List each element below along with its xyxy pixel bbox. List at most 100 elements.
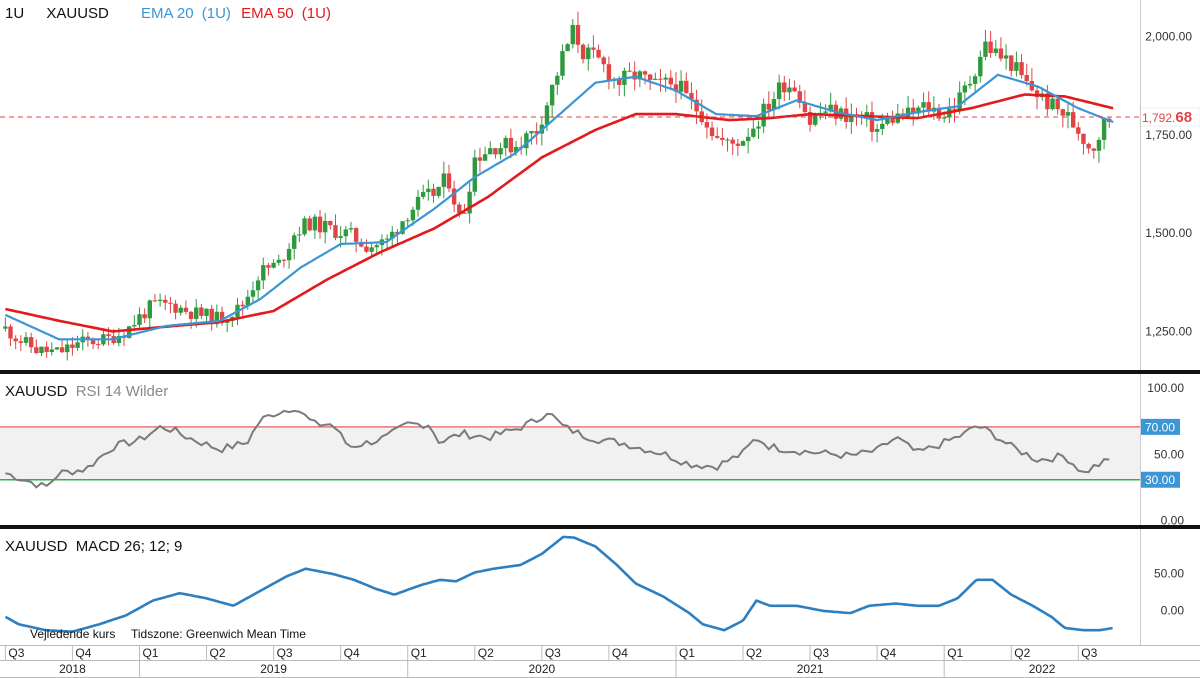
- candle[interactable]: [451, 180, 457, 213]
- candle[interactable]: [560, 44, 565, 80]
- candle[interactable]: [787, 78, 792, 101]
- candle[interactable]: [54, 346, 60, 351]
- candle[interactable]: [1034, 85, 1040, 110]
- candle[interactable]: [1096, 137, 1102, 163]
- candle[interactable]: [503, 135, 508, 157]
- candle[interactable]: [126, 325, 132, 339]
- candle[interactable]: [689, 82, 694, 110]
- candle[interactable]: [972, 73, 978, 93]
- candle[interactable]: [555, 71, 560, 95]
- candle[interactable]: [173, 299, 178, 320]
- candle[interactable]: [39, 346, 44, 357]
- candle[interactable]: [65, 338, 70, 361]
- candle[interactable]: [756, 120, 761, 140]
- candle[interactable]: [400, 221, 405, 235]
- candle[interactable]: [23, 332, 29, 346]
- candle[interactable]: [28, 332, 34, 353]
- candle[interactable]: [1081, 133, 1086, 155]
- candle[interactable]: [673, 72, 679, 103]
- candle[interactable]: [668, 70, 673, 91]
- candle[interactable]: [993, 39, 998, 56]
- candle[interactable]: [477, 147, 483, 173]
- candle[interactable]: [1019, 54, 1024, 79]
- candle[interactable]: [18, 335, 24, 352]
- candle[interactable]: [740, 140, 746, 147]
- candle[interactable]: [730, 136, 735, 155]
- candle[interactable]: [482, 146, 488, 161]
- candle[interactable]: [1091, 148, 1096, 159]
- macd-indicator-label[interactable]: MACD 26; 12; 9: [75, 538, 183, 555]
- candle[interactable]: [1076, 122, 1081, 141]
- candle[interactable]: [488, 141, 493, 155]
- candle[interactable]: [745, 128, 751, 154]
- candle[interactable]: [983, 29, 988, 61]
- candle[interactable]: [312, 213, 318, 239]
- candle[interactable]: [317, 209, 323, 239]
- candle[interactable]: [596, 44, 601, 59]
- rsi-symbol-label[interactable]: XAUUSD: [5, 383, 68, 400]
- candle[interactable]: [936, 103, 942, 122]
- candle[interactable]: [658, 68, 663, 92]
- candle[interactable]: [1003, 44, 1009, 70]
- candle[interactable]: [3, 317, 8, 332]
- candle[interactable]: [369, 241, 374, 258]
- candle[interactable]: [415, 189, 421, 217]
- candle[interactable]: [302, 216, 307, 237]
- candle[interactable]: [622, 67, 627, 97]
- candle[interactable]: [575, 11, 581, 54]
- candle[interactable]: [214, 304, 220, 328]
- candle[interactable]: [725, 137, 730, 152]
- candle[interactable]: [142, 308, 147, 323]
- candle[interactable]: [565, 43, 570, 52]
- candle[interactable]: [286, 243, 292, 269]
- candle[interactable]: [59, 338, 65, 353]
- candle[interactable]: [498, 142, 503, 160]
- candle[interactable]: [209, 304, 214, 331]
- candle[interactable]: [426, 179, 431, 201]
- candle[interactable]: [8, 324, 13, 347]
- candle[interactable]: [168, 296, 173, 314]
- candle[interactable]: [101, 330, 106, 347]
- candle[interactable]: [591, 35, 596, 59]
- rsi-line[interactable]: [5, 409, 1110, 489]
- price-pane[interactable]: 1,250.00 1,500.00 1,750.00 2,000.00 1,792.68: [0, 11, 1200, 361]
- candle[interactable]: [978, 50, 983, 83]
- candle[interactable]: [735, 139, 741, 156]
- candle[interactable]: [751, 119, 756, 139]
- candle[interactable]: [250, 281, 256, 303]
- candle[interactable]: [328, 220, 333, 230]
- candle[interactable]: [1024, 63, 1029, 86]
- ema20-line[interactable]: [4, 73, 1114, 341]
- candle[interactable]: [766, 91, 772, 119]
- candle[interactable]: [998, 37, 1004, 62]
- rsi-pane[interactable]: 0.00 50.00 100.00 70.00 30.00: [0, 381, 1184, 527]
- candle[interactable]: [957, 81, 962, 115]
- candle[interactable]: [493, 147, 498, 159]
- ema50-legend-label[interactable]: EMA 50: [241, 5, 294, 22]
- candle[interactable]: [96, 340, 101, 350]
- candle[interactable]: [761, 98, 766, 134]
- candle[interactable]: [467, 182, 472, 224]
- candle[interactable]: [348, 221, 354, 233]
- candle[interactable]: [606, 56, 612, 90]
- candle[interactable]: [178, 304, 183, 316]
- candle[interactable]: [322, 212, 328, 244]
- candle[interactable]: [967, 75, 973, 89]
- candle[interactable]: [771, 91, 777, 118]
- candle[interactable]: [1045, 85, 1050, 117]
- candle[interactable]: [586, 43, 591, 71]
- candle[interactable]: [570, 19, 575, 49]
- symbol-label[interactable]: XAUUSD: [46, 5, 109, 22]
- pane-separator[interactable]: [0, 370, 1200, 374]
- candle[interactable]: [823, 104, 828, 120]
- candle[interactable]: [694, 89, 699, 125]
- candle[interactable]: [147, 299, 152, 328]
- candle[interactable]: [601, 55, 606, 73]
- candle[interactable]: [1065, 101, 1071, 129]
- candle[interactable]: [895, 103, 900, 125]
- rsi-indicator-label[interactable]: RSI 14 Wilder: [75, 383, 169, 400]
- candle[interactable]: [121, 331, 127, 347]
- candle[interactable]: [157, 293, 163, 307]
- candle[interactable]: [797, 84, 802, 109]
- candle[interactable]: [34, 339, 39, 355]
